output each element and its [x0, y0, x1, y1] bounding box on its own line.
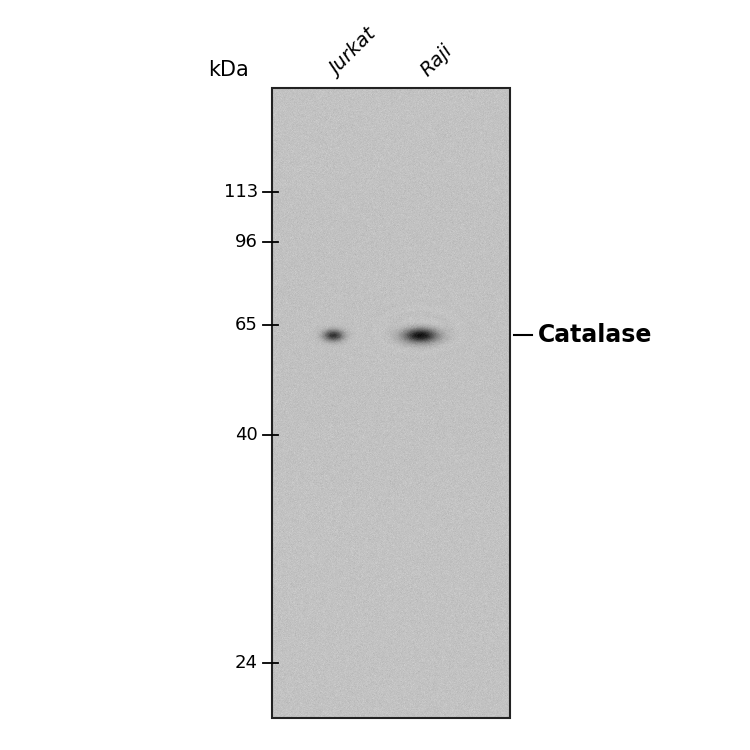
Text: Catalase: Catalase	[538, 323, 652, 347]
Text: 40: 40	[236, 426, 258, 444]
Text: Jurkat: Jurkat	[326, 26, 380, 80]
Text: 96: 96	[236, 233, 258, 251]
Text: 24: 24	[235, 654, 258, 672]
Text: 113: 113	[224, 183, 258, 201]
Text: Raji: Raji	[416, 41, 456, 80]
Text: kDa: kDa	[208, 60, 248, 80]
Bar	[272, 88, 510, 718]
Text: 65: 65	[236, 316, 258, 334]
